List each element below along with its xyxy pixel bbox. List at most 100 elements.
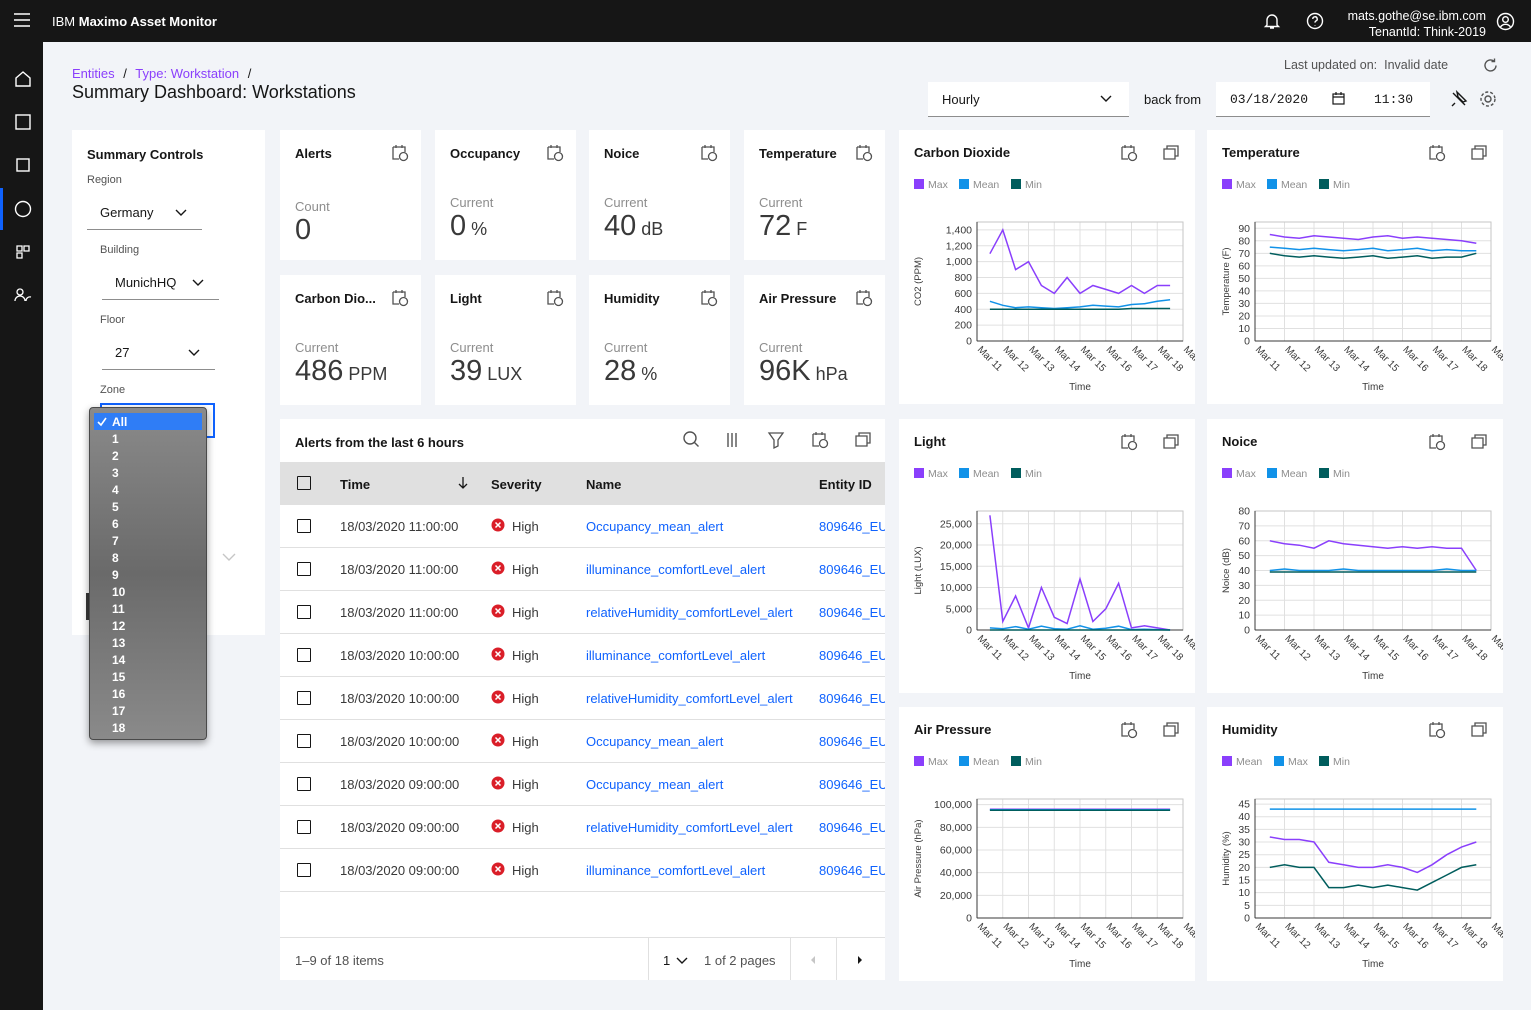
checkbox[interactable] — [297, 562, 311, 576]
icon-path — [1435, 440, 1446, 451]
card-settings-icon[interactable] — [1120, 144, 1138, 162]
breadcrumb-link[interactable]: Type: Workstation — [135, 66, 240, 81]
page-select[interactable]: 1 — [663, 953, 671, 968]
expand-icon[interactable] — [1470, 433, 1488, 451]
search-icon[interactable] — [683, 431, 697, 445]
zone-option[interactable]: 4 — [94, 481, 202, 498]
nav-users[interactable] — [14, 295, 32, 302]
settings-icon[interactable] — [1479, 90, 1497, 108]
zone-option[interactable]: 17 — [94, 702, 202, 719]
checkbox[interactable] — [297, 691, 311, 705]
column-header[interactable]: Entity ID — [819, 477, 872, 492]
checkbox[interactable] — [297, 476, 311, 490]
card-settings-icon[interactable] — [700, 144, 718, 162]
refresh-icon[interactable] — [1482, 57, 1499, 74]
zone-option[interactable]: 9 — [94, 566, 202, 583]
pin-icon[interactable] — [1450, 90, 1468, 108]
column-header[interactable]: Severity — [491, 477, 542, 492]
zone-option[interactable]: 7 — [94, 532, 202, 549]
expand-icon[interactable] — [1162, 721, 1180, 739]
cell-entity[interactable]: 809646_EU — [819, 863, 885, 878]
cell-name[interactable]: illuminance_comfortLevel_alert — [586, 562, 766, 577]
card-settings-icon[interactable] — [1120, 721, 1138, 739]
zone-option[interactable]: 5 — [94, 498, 202, 515]
nav-home[interactable] — [15, 71, 31, 87]
nav-devices[interactable] — [16, 158, 30, 172]
cell-entity[interactable]: 809646_EU — [819, 691, 885, 706]
select[interactable]: 27 — [102, 335, 215, 370]
cell-name[interactable]: illuminance_comfortLevel_alert — [586, 863, 766, 878]
card-settings-icon[interactable] — [391, 289, 409, 307]
card-settings-icon[interactable] — [700, 289, 718, 307]
cell-name[interactable]: relativeHumidity_comfortLevel_alert — [586, 691, 793, 706]
cell-entity[interactable]: 809646_EU — [819, 734, 885, 749]
expand-icon[interactable] — [1162, 433, 1180, 451]
cell-name[interactable]: illuminance_comfortLevel_alert — [586, 648, 766, 663]
column-header[interactable]: Name — [586, 477, 622, 492]
expand-icon[interactable] — [1162, 144, 1180, 162]
checkbox[interactable] — [297, 605, 311, 619]
cell-name[interactable]: relativeHumidity_comfortLevel_alert — [586, 820, 793, 835]
cell-entity[interactable]: 809646_EU — [819, 777, 885, 792]
select[interactable]: Germany — [87, 195, 202, 230]
card-settings-icon[interactable] — [1428, 144, 1446, 162]
card-settings-icon[interactable] — [1428, 721, 1446, 739]
card-settings-icon[interactable] — [855, 289, 873, 307]
menu-icon[interactable] — [14, 13, 30, 27]
card-settings-icon[interactable] — [546, 144, 564, 162]
notifications-icon[interactable] — [1263, 12, 1281, 30]
cell-entity[interactable]: 809646_EU — [819, 820, 885, 835]
zone-option[interactable]: 2 — [94, 447, 202, 464]
nav-monitor[interactable] — [14, 200, 32, 218]
zone-option[interactable]: 16 — [94, 685, 202, 702]
zone-option[interactable]: 18 — [94, 719, 202, 736]
card-settings-icon[interactable] — [391, 144, 409, 162]
cell-name[interactable]: Occupancy_mean_alert — [586, 777, 724, 792]
zone-option[interactable]: 8 — [94, 549, 202, 566]
date-time-picker[interactable]: 03/18/2020 11:30 — [1216, 82, 1430, 117]
zone-option[interactable]: 11 — [94, 600, 202, 617]
column-header[interactable]: Time — [340, 477, 371, 492]
user-icon[interactable] — [1496, 12, 1515, 31]
cell-entity[interactable]: 809646_EU — [819, 562, 885, 577]
zone-option[interactable]: 1 — [94, 430, 202, 447]
expand-icon[interactable] — [1470, 144, 1488, 162]
checkbox[interactable] — [297, 648, 311, 662]
expand-icon[interactable] — [854, 431, 872, 449]
nav-dashboards[interactable] — [15, 114, 31, 130]
checkbox[interactable] — [297, 820, 311, 834]
nav-entities[interactable] — [16, 245, 30, 259]
zone-option[interactable]: All — [94, 413, 202, 430]
breadcrumb-link[interactable]: Entities — [72, 66, 115, 81]
expand-icon[interactable] — [1470, 721, 1488, 739]
card-settings-icon[interactable] — [855, 144, 873, 162]
cell-name[interactable]: relativeHumidity_comfortLevel_alert — [586, 605, 793, 620]
cell-entity[interactable]: 809646_EU — [819, 605, 885, 620]
checkbox[interactable] — [297, 863, 311, 877]
checkbox[interactable] — [297, 519, 311, 533]
zone-option[interactable]: 13 — [94, 634, 202, 651]
interval-select[interactable]: Hourly — [928, 82, 1129, 117]
zone-option[interactable]: 14 — [94, 651, 202, 668]
help-icon[interactable] — [1306, 12, 1324, 30]
zone-option[interactable]: 15 — [94, 668, 202, 685]
filter-icon[interactable] — [767, 432, 785, 450]
card-settings-icon[interactable] — [546, 289, 564, 307]
zone-option[interactable]: 3 — [94, 464, 202, 481]
card-settings-icon[interactable] — [1120, 433, 1138, 451]
cell-name[interactable]: Occupancy_mean_alert — [586, 519, 724, 534]
cell-entity[interactable]: 809646_EU — [819, 519, 885, 534]
cell-name[interactable]: Occupancy_mean_alert — [586, 734, 724, 749]
zone-option[interactable]: 12 — [94, 617, 202, 634]
prev-page[interactable] — [811, 956, 815, 964]
next-page[interactable] — [858, 956, 862, 964]
cell-entity[interactable]: 809646_EU — [819, 648, 885, 663]
columns-icon[interactable] — [727, 433, 737, 447]
checkbox[interactable] — [297, 777, 311, 791]
card-settings-icon[interactable] — [1428, 433, 1446, 451]
zone-option[interactable]: 6 — [94, 515, 202, 532]
checkbox[interactable] — [297, 734, 311, 748]
zone-option[interactable]: 10 — [94, 583, 202, 600]
select[interactable]: MunichHQ — [102, 265, 219, 300]
card-settings-icon[interactable] — [811, 431, 829, 449]
